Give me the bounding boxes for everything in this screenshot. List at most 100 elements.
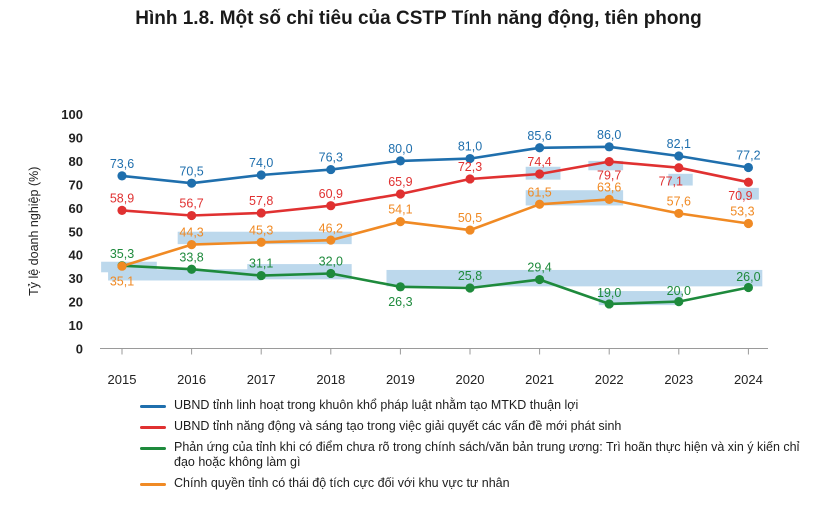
data-point bbox=[117, 171, 127, 181]
data-label: 25,8 bbox=[458, 269, 482, 283]
y-tick-label: 70 bbox=[69, 177, 83, 192]
legend-item-dynamic: UBND tỉnh năng động và sáng tạo trong vi… bbox=[140, 419, 820, 434]
label-highlight-band bbox=[668, 173, 693, 186]
data-point bbox=[326, 164, 336, 175]
chart-legend: UBND tỉnh linh hoạt trong khuôn khổ pháp… bbox=[140, 398, 820, 497]
data-label: 45,3 bbox=[249, 223, 273, 237]
data-point bbox=[465, 225, 475, 235]
data-point bbox=[395, 282, 405, 292]
series-line bbox=[120, 160, 750, 217]
data-point bbox=[256, 170, 266, 180]
y-tick-label: 80 bbox=[69, 154, 83, 169]
data-point bbox=[395, 156, 405, 166]
data-point bbox=[535, 274, 545, 285]
data-label: 73,6 bbox=[110, 157, 134, 171]
chart-title: Hình 1.8. Một số chỉ tiêu của CSTP Tính … bbox=[135, 8, 702, 29]
data-label: 74,4 bbox=[527, 155, 551, 169]
data-point bbox=[465, 153, 475, 164]
data-point bbox=[256, 208, 266, 218]
data-label: 72,3 bbox=[458, 160, 482, 174]
label-highlight-band bbox=[588, 160, 624, 171]
data-point bbox=[674, 151, 684, 161]
data-point bbox=[743, 218, 754, 229]
data-label: 32,0 bbox=[319, 255, 343, 269]
legend-swatch-red bbox=[140, 426, 166, 429]
data-label: 54,1 bbox=[388, 203, 412, 217]
data-point bbox=[743, 162, 754, 173]
data-point bbox=[604, 194, 614, 204]
data-point bbox=[535, 169, 545, 179]
y-tick-label: 90 bbox=[69, 130, 83, 145]
label-highlight-band bbox=[108, 269, 262, 281]
x-tick-label: 2019 bbox=[386, 372, 415, 387]
data-point bbox=[604, 142, 614, 152]
data-point bbox=[535, 143, 545, 153]
legend-swatch-green bbox=[140, 447, 166, 450]
series-line-layer bbox=[120, 145, 750, 306]
x-tick-label: 2018 bbox=[316, 372, 345, 387]
label-highlight-band bbox=[737, 187, 759, 200]
data-point bbox=[117, 261, 127, 271]
data-label: 53,3 bbox=[730, 205, 754, 219]
data-point bbox=[395, 189, 405, 199]
label-highlight-band bbox=[525, 273, 644, 282]
data-point bbox=[674, 208, 684, 219]
y-tick-label: 50 bbox=[69, 224, 83, 239]
data-point bbox=[535, 199, 545, 209]
legend-swatch-blue bbox=[140, 405, 166, 408]
data-point bbox=[674, 163, 684, 173]
series-line bbox=[120, 198, 750, 268]
legend-label: UBND tỉnh năng động và sáng tạo trong vi… bbox=[174, 419, 622, 433]
x-tick-label: 2017 bbox=[247, 372, 276, 387]
y-axis-title: Tỷ lệ doanh nghiệp (%) bbox=[27, 167, 41, 296]
data-label: 86,0 bbox=[597, 128, 621, 142]
data-label: 61,5 bbox=[527, 185, 551, 199]
legend-label: Phản ứng của tỉnh khi có điểm chưa rõ tr… bbox=[174, 440, 800, 469]
data-label: 76,3 bbox=[319, 151, 343, 165]
data-point bbox=[604, 157, 614, 167]
data-point-layer bbox=[117, 142, 754, 309]
data-point bbox=[465, 174, 475, 184]
x-tick-label: 2020 bbox=[456, 372, 485, 387]
data-point bbox=[743, 177, 754, 187]
data-point bbox=[187, 240, 197, 250]
x-tick-label: 2024 bbox=[734, 372, 763, 387]
x-tick-label: 2023 bbox=[664, 372, 693, 387]
data-label: 77,1 bbox=[659, 175, 683, 189]
data-label: 26,0 bbox=[736, 270, 760, 284]
data-point bbox=[326, 235, 336, 245]
data-label: 19,0 bbox=[597, 286, 621, 300]
data-label: 79,7 bbox=[597, 169, 621, 183]
data-point bbox=[743, 282, 754, 293]
data-point bbox=[674, 297, 684, 307]
data-label: 29,4 bbox=[527, 261, 551, 275]
data-label: 44,3 bbox=[179, 226, 203, 240]
y-tick-label: 60 bbox=[69, 201, 83, 216]
data-point bbox=[395, 217, 405, 227]
data-label: 56,7 bbox=[179, 197, 203, 211]
data-label: 63,6 bbox=[597, 180, 621, 194]
data-label: 60,9 bbox=[319, 187, 343, 201]
data-label: 31,1 bbox=[249, 257, 273, 271]
data-point bbox=[256, 237, 266, 247]
x-tick-label: 2015 bbox=[108, 372, 137, 387]
data-label: 57,6 bbox=[667, 195, 691, 209]
data-label: 50,5 bbox=[458, 211, 482, 225]
data-label: 26,3 bbox=[388, 295, 412, 309]
data-label: 58,9 bbox=[110, 191, 134, 205]
data-point bbox=[187, 264, 197, 274]
data-label: 82,1 bbox=[667, 137, 691, 151]
data-point bbox=[465, 283, 475, 293]
data-point bbox=[326, 201, 336, 211]
data-point bbox=[326, 268, 336, 279]
data-label: 70,5 bbox=[179, 164, 203, 178]
data-label: 81,0 bbox=[458, 140, 482, 154]
y-tick-label: 100 bbox=[61, 107, 83, 122]
data-label: 20,0 bbox=[667, 284, 691, 298]
data-point bbox=[187, 178, 197, 188]
series-line bbox=[120, 145, 750, 185]
label-highlight-band bbox=[525, 190, 624, 206]
x-tick-label: 2021 bbox=[525, 372, 554, 387]
data-label: 65,9 bbox=[388, 175, 412, 189]
